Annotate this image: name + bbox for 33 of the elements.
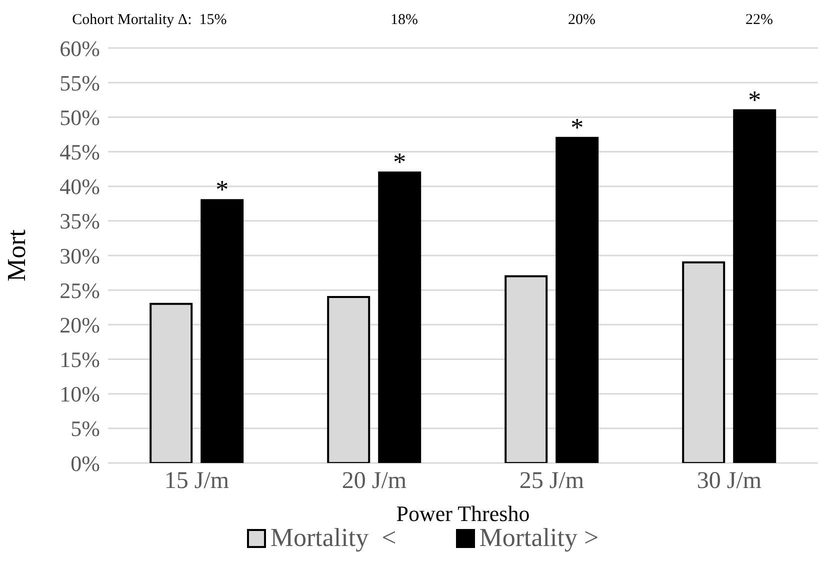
x-tick-label: 15 J/m (164, 468, 230, 494)
y-tick-label: 20% (60, 312, 100, 338)
y-tick-label: 50% (60, 104, 100, 130)
legend-label: Mortality < (269, 523, 396, 553)
annotation: * (748, 85, 762, 114)
y-tick-label: 5% (70, 416, 100, 442)
y-tick-label: 35% (60, 208, 100, 234)
x-tick-label: 30 J/m (696, 468, 762, 494)
y-tick-label: 25% (60, 278, 100, 303)
y-tick-label: 0% (70, 450, 100, 476)
y-axis-title: Mort (2, 228, 32, 282)
y-tick-label: 15% (60, 347, 100, 372)
bar (378, 172, 422, 463)
y-tick-label: 55% (60, 70, 100, 96)
y-tick-label: 45% (60, 140, 100, 165)
x-tick-label: 25 J/m (519, 468, 584, 494)
text: 20% (568, 12, 596, 29)
x-tick-label: 20 J/m (342, 468, 407, 494)
legend-label: Mortality > (478, 523, 599, 553)
x-axis-title: Power Thresho (396, 501, 530, 526)
text: 22% (746, 12, 773, 29)
text: Cohort Mortality Δ: 15% (72, 12, 227, 29)
bar (556, 136, 599, 463)
annotation: * (570, 112, 584, 142)
y-tick-label: 40% (60, 174, 100, 200)
bar (200, 199, 244, 463)
annotation: * (216, 175, 229, 204)
y-tick-label: 30% (60, 243, 100, 268)
bar (733, 109, 776, 463)
text: 18% (390, 12, 418, 29)
annotation: * (393, 148, 406, 176)
y-tick-label: 10% (60, 382, 100, 407)
y-tick-label: 60% (60, 36, 100, 61)
